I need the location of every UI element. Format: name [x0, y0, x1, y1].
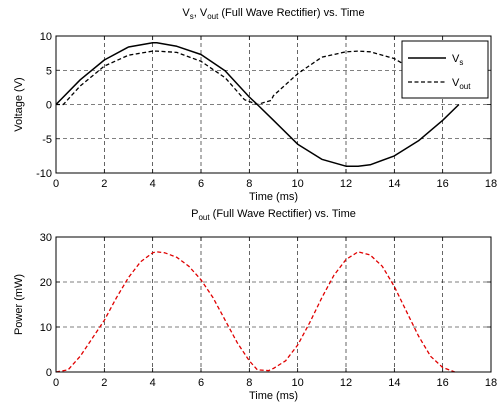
x-tick-label: 12 — [340, 377, 352, 389]
chart-title: Vs​, Vout​ (Full Wave Rectifier) vs. Tim… — [182, 7, 364, 21]
legend-label-vs: Vs​ — [452, 53, 463, 67]
y-axis-label: Voltage (V) — [13, 77, 25, 131]
series-line-power — [55, 251, 456, 373]
plot-area — [56, 237, 491, 372]
x-tick-label: 10 — [292, 377, 304, 389]
x-tick-label: 14 — [388, 178, 400, 190]
x-tick-label: 16 — [437, 377, 449, 389]
y-tick-label: 30 — [40, 232, 52, 244]
series-line-vout — [56, 50, 444, 106]
y-tick-label: -5 — [42, 134, 52, 146]
x-axis-label: Time (ms) — [249, 390, 298, 402]
x-tick-label: 6 — [198, 178, 204, 190]
x-tick-label: 0 — [53, 377, 59, 389]
y-tick-label: -10 — [36, 168, 52, 180]
x-tick-label: 8 — [246, 178, 252, 190]
x-tick-label: 2 — [101, 178, 107, 190]
x-tick-label: 8 — [246, 377, 252, 389]
x-tick-label: 2 — [101, 377, 107, 389]
legend-label-vout: Vout​ — [452, 77, 471, 91]
y-tick-label: 5 — [46, 65, 52, 77]
y-axis-label: Power (mW) — [13, 274, 25, 335]
y-tick-label: 10 — [40, 31, 52, 43]
x-tick-label: 14 — [388, 377, 400, 389]
y-tick-label: 0 — [46, 367, 52, 379]
x-tick-label: 4 — [150, 377, 156, 389]
chart-title: Pout​ (Full Wave Rectifier) vs. Time — [191, 208, 356, 222]
x-tick-label: 0 — [53, 178, 59, 190]
x-axis-label: Time (ms) — [249, 191, 298, 203]
x-tick-label: 16 — [437, 178, 449, 190]
chart-2: 0 2 4 6 8 10 12 14 16 18 0 10 20 30 Time (ms) Power (mW… — [13, 208, 497, 402]
x-tick-label: 18 — [485, 178, 497, 190]
x-tick-label: 4 — [150, 178, 156, 190]
axes-box — [55, 236, 492, 373]
x-tick-label: 10 — [292, 178, 304, 190]
y-tick-label: 10 — [40, 322, 52, 334]
y-tick-label: 0 — [46, 100, 52, 112]
x-tick-label: 18 — [485, 377, 497, 389]
legend-box — [401, 40, 489, 99]
legend: Vs​ Vout​ — [401, 40, 489, 99]
y-tick-label: 20 — [40, 277, 52, 289]
x-tick-label: 12 — [340, 178, 352, 190]
x-tick-label: 6 — [198, 377, 204, 389]
